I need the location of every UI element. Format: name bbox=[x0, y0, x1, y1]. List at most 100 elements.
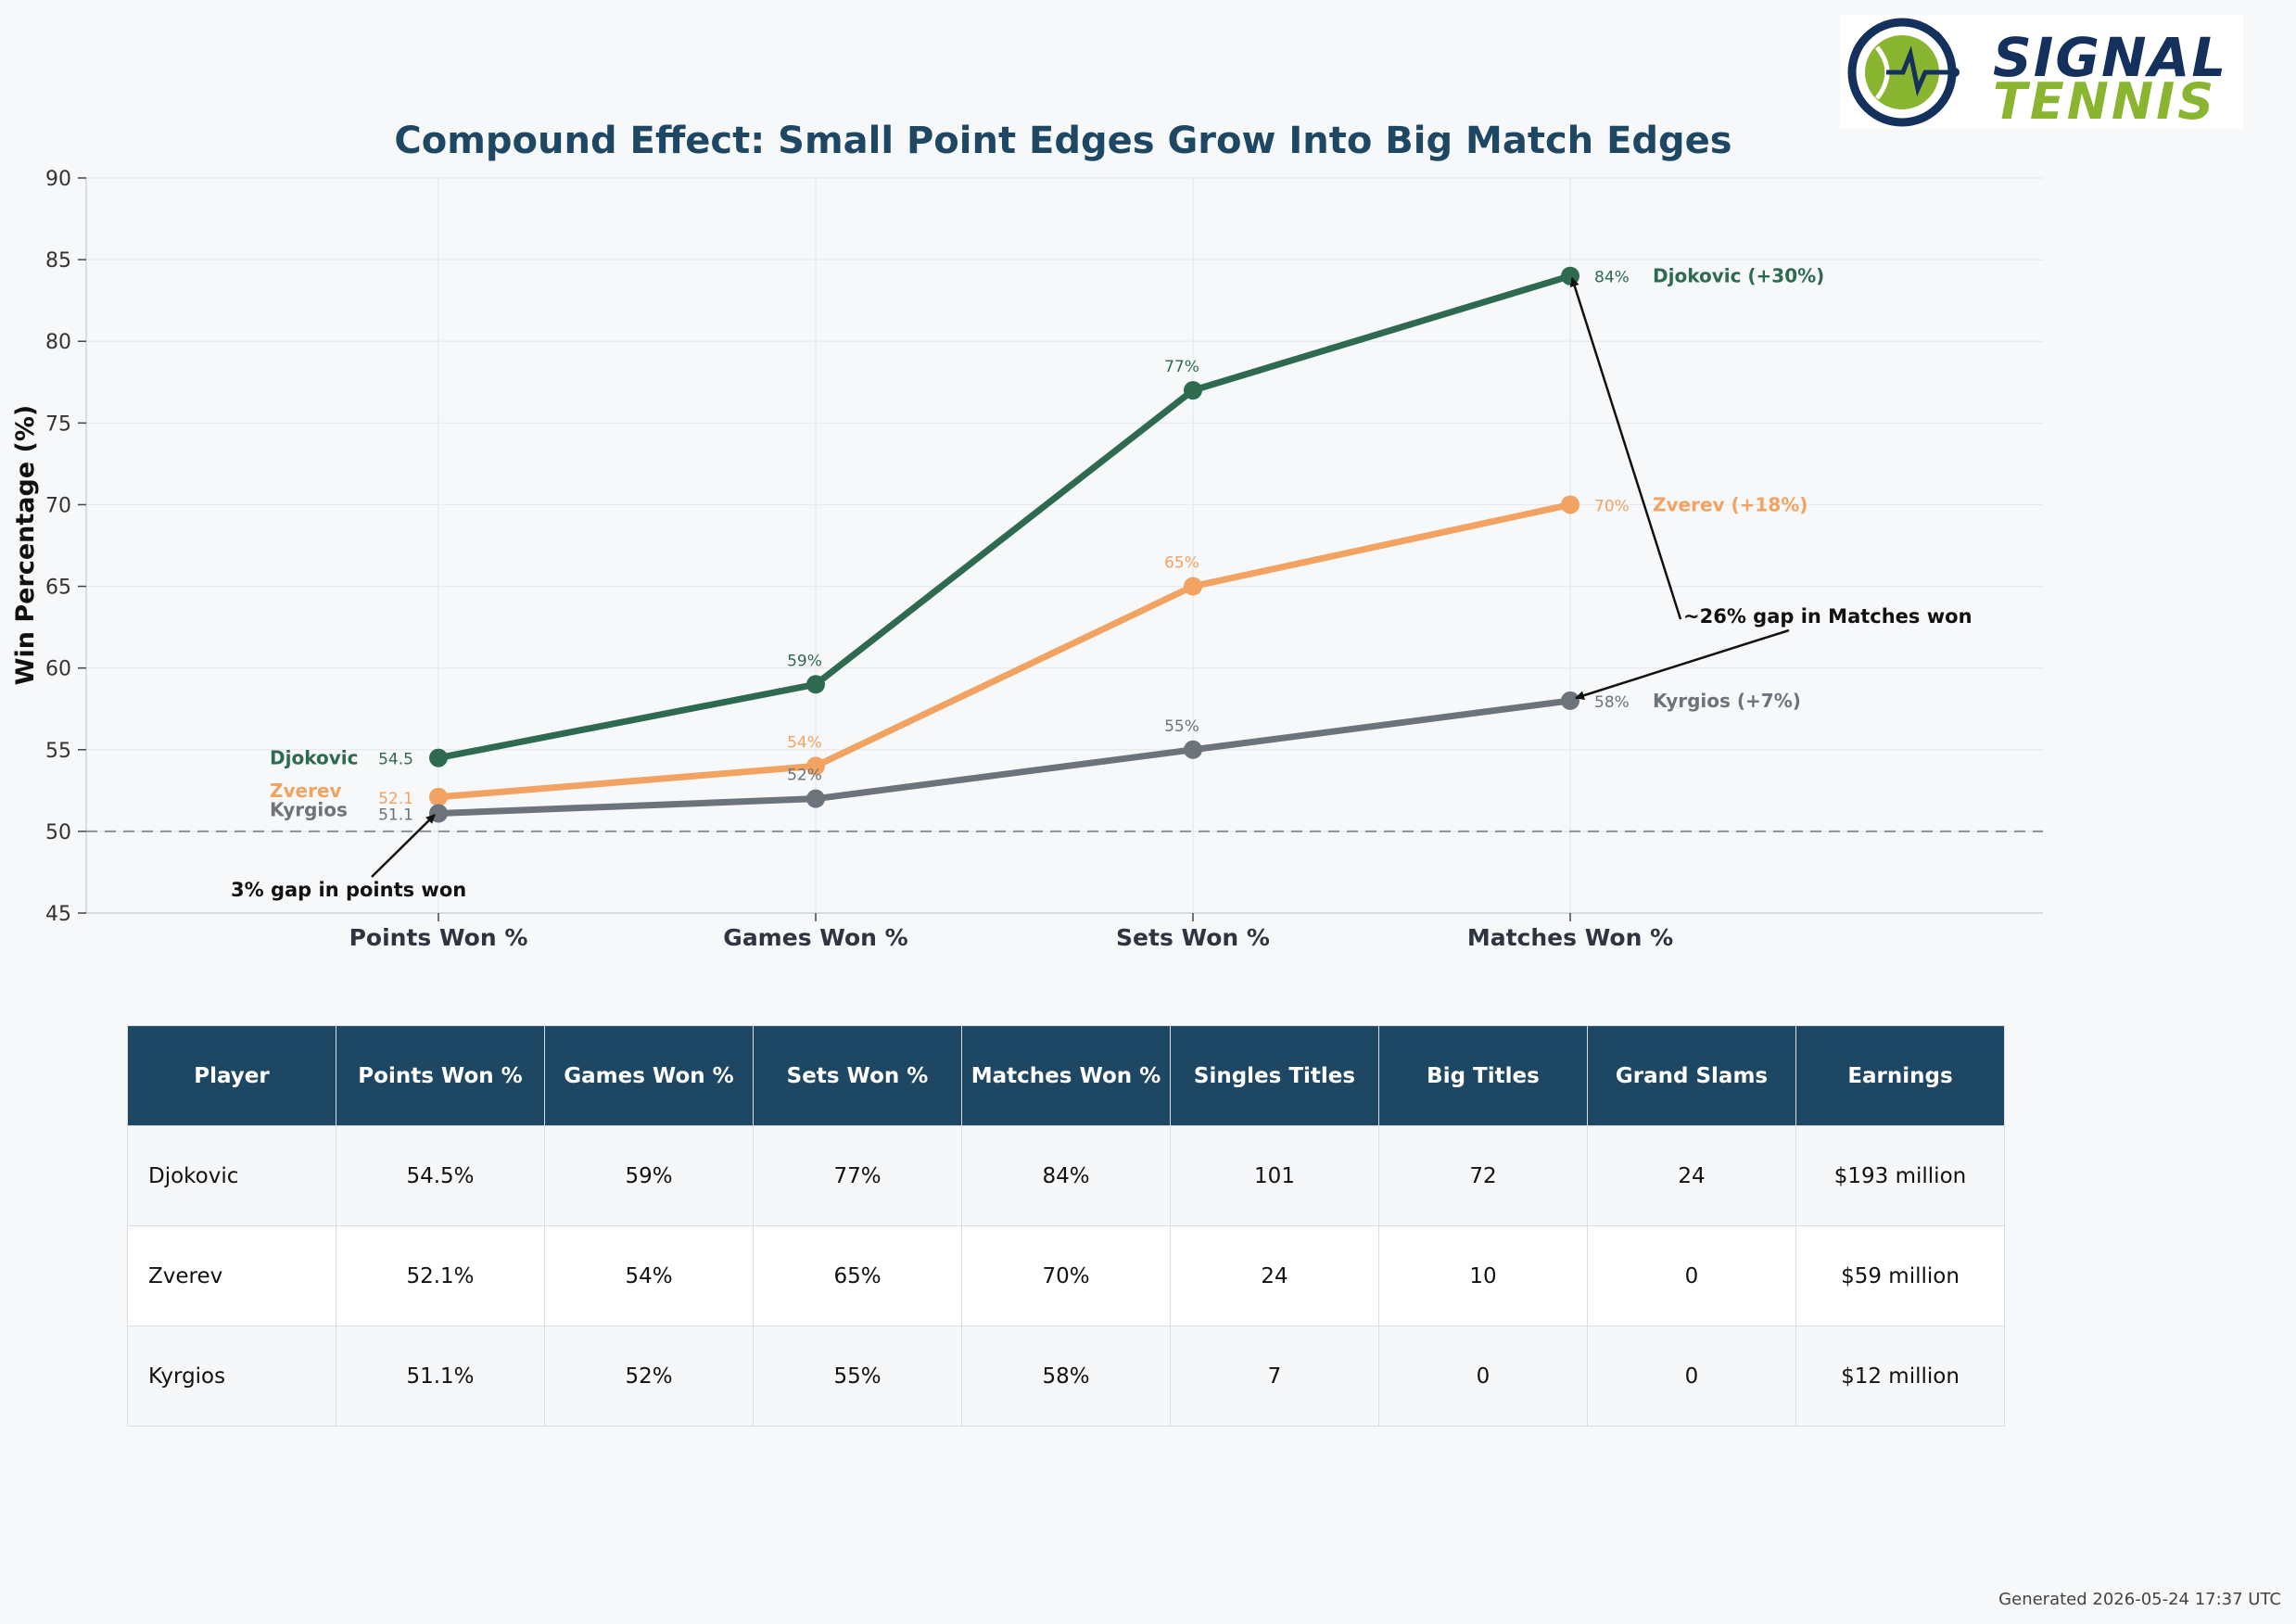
data-point-kyrgios bbox=[429, 804, 448, 823]
table-row: Djokovic 54.5% 59% 77% 84% 101 72 24 $193 millio… bbox=[127, 1125, 2005, 1226]
data-point-zverev bbox=[806, 756, 825, 776]
annotation-arrow bbox=[1569, 277, 1682, 620]
table-cell: 7 bbox=[1170, 1326, 1379, 1427]
line-chart: 45 50 55 60 65 70 75 80 85 90 Points Won % Games W… bbox=[11, 120, 2043, 951]
data-label-zverev: 70% bbox=[1594, 497, 1630, 515]
table-header-cell: Earnings bbox=[1795, 1025, 2005, 1126]
data-point-zverev bbox=[1561, 495, 1579, 514]
generated-timestamp: Generated 2026-05-24 17:37 UTC bbox=[1998, 1590, 2281, 1609]
data-point-djokovic bbox=[1184, 381, 1202, 400]
data-label-kyrgios: 52% bbox=[787, 767, 822, 785]
table-header-cell: Singles Titles bbox=[1170, 1025, 1379, 1126]
series-start-label-djokovic: Djokovic bbox=[270, 747, 358, 769]
series-line-zverev bbox=[438, 501, 1571, 801]
annotations: 3% gap in points won ~26% gap in Matches … bbox=[231, 277, 1973, 901]
annotation-arrow bbox=[1575, 628, 1790, 701]
data-point-djokovic bbox=[806, 675, 825, 694]
signal-tennis-logo: SIGNAL TENNIS bbox=[1840, 15, 2243, 131]
table-row: Kyrgios 51.1% 52% 55% 58% 7 0 0 $12 million bbox=[127, 1326, 2005, 1427]
table-cell: 55% bbox=[753, 1326, 962, 1427]
y-tick-label: 50 bbox=[45, 821, 71, 844]
table-cell: 101 bbox=[1170, 1125, 1379, 1226]
y-tick-label: 60 bbox=[45, 658, 71, 681]
annotation-arrow bbox=[371, 814, 436, 878]
table-cell: 24 bbox=[1587, 1125, 1796, 1226]
series-start-label-kyrgios: Kyrgios bbox=[270, 799, 348, 821]
data-point-kyrgios bbox=[1184, 740, 1202, 759]
data-point-djokovic bbox=[1561, 266, 1579, 285]
table-cell: Zverev bbox=[127, 1225, 336, 1326]
table-cell: 58% bbox=[961, 1326, 1171, 1427]
y-axis-label: Win Percentage (%) bbox=[11, 405, 40, 686]
data-label-djokovic: 77% bbox=[1164, 358, 1199, 376]
table-header-cell: Sets Won % bbox=[753, 1025, 962, 1126]
y-tick-label: 75 bbox=[45, 412, 71, 436]
data-label-zverev: 54% bbox=[787, 733, 822, 752]
data-point-zverev bbox=[429, 787, 448, 806]
table-row: Zverev 52.1% 54% 65% 70% 24 10 0 $59 million bbox=[127, 1225, 2005, 1326]
y-tick-label: 80 bbox=[45, 331, 71, 354]
data-point-djokovic bbox=[429, 748, 448, 768]
series-lines bbox=[429, 266, 1579, 823]
y-tick-label: 45 bbox=[45, 903, 71, 926]
table-header-cell: Big Titles bbox=[1378, 1025, 1588, 1126]
table-cell: 72 bbox=[1378, 1125, 1588, 1226]
y-tick-label: 55 bbox=[45, 740, 71, 763]
table-cell: 70% bbox=[961, 1225, 1171, 1326]
data-labels: 54.5 59% 77% 84% Djokovic Djokovic (+30%) 52.1… bbox=[270, 265, 1824, 825]
series-line-kyrgios bbox=[438, 697, 1571, 818]
y-ticks: 45 50 55 60 65 70 75 80 85 90 bbox=[45, 168, 86, 926]
data-label-djokovic: 54.5 bbox=[378, 751, 413, 769]
x-tick-label: Sets Won % bbox=[1116, 924, 1270, 951]
data-label-kyrgios: 58% bbox=[1594, 693, 1630, 712]
tennis-ball-icon bbox=[1847, 18, 1960, 127]
table-header-cell: Games Won % bbox=[544, 1025, 754, 1126]
data-point-kyrgios bbox=[806, 789, 825, 808]
table-cell: 54% bbox=[544, 1225, 754, 1326]
series-end-label-djokovic: Djokovic (+30%) bbox=[1653, 265, 1824, 287]
x-ticks: Points Won % Games Won % Sets Won % Matches… bbox=[349, 913, 1673, 951]
table-cell: 24 bbox=[1170, 1225, 1379, 1326]
table-cell: 10 bbox=[1378, 1225, 1588, 1326]
annotation-matches-gap: ~26% gap in Matches won bbox=[1683, 605, 1973, 628]
data-label-djokovic: 59% bbox=[787, 652, 822, 670]
series-start-label-zverev: Zverev bbox=[270, 780, 342, 802]
table-cell: $12 million bbox=[1795, 1326, 2005, 1427]
table-cell: 77% bbox=[753, 1125, 962, 1226]
table-cell: Kyrgios bbox=[127, 1326, 336, 1427]
data-label-djokovic: 84% bbox=[1594, 269, 1630, 287]
series-end-label-kyrgios: Kyrgios (+7%) bbox=[1653, 690, 1801, 712]
stats-table: Player Points Won % Games Won % Sets Won % M… bbox=[127, 1025, 2005, 1427]
table-cell: $59 million bbox=[1795, 1225, 2005, 1326]
table-cell: 0 bbox=[1587, 1225, 1796, 1326]
annotation-points-gap: 3% gap in points won bbox=[231, 879, 466, 901]
table-cell: 52.1% bbox=[336, 1225, 545, 1326]
table-cell: Djokovic bbox=[127, 1125, 336, 1226]
table-cell: $193 million bbox=[1795, 1125, 2005, 1226]
y-tick-label: 65 bbox=[45, 577, 71, 600]
chart-title: Compound Effect: Small Point Edges Grow … bbox=[394, 120, 1732, 162]
table-cell: 52% bbox=[544, 1326, 754, 1427]
x-tick-label: Matches Won % bbox=[1467, 924, 1673, 951]
series-end-label-zverev: Zverev (+18%) bbox=[1653, 493, 1808, 515]
table-header-cell: Matches Won % bbox=[961, 1025, 1171, 1126]
logo-word-tennis: TENNIS bbox=[1993, 72, 2217, 131]
table-cell: 0 bbox=[1378, 1326, 1588, 1427]
y-tick-label: 85 bbox=[45, 249, 71, 273]
x-tick-label: Points Won % bbox=[349, 924, 528, 951]
data-label-kyrgios: 51.1 bbox=[378, 806, 413, 825]
table-cell: 0 bbox=[1587, 1326, 1796, 1427]
series-line-djokovic bbox=[438, 273, 1572, 762]
table-cell: 51.1% bbox=[336, 1326, 545, 1427]
table-header-cell: Player bbox=[127, 1025, 336, 1126]
table-cell: 65% bbox=[753, 1225, 962, 1326]
x-tick-label: Games Won % bbox=[723, 924, 907, 951]
table-header-cell: Points Won % bbox=[336, 1025, 545, 1126]
table-cell: 59% bbox=[544, 1125, 754, 1226]
data-label-kyrgios: 55% bbox=[1164, 717, 1199, 736]
table-header-cell: Grand Slams bbox=[1587, 1025, 1796, 1126]
table-cell: 84% bbox=[961, 1125, 1171, 1226]
data-label-zverev: 65% bbox=[1164, 554, 1199, 573]
data-point-zverev bbox=[1184, 577, 1202, 596]
data-label-zverev: 52.1 bbox=[378, 790, 413, 808]
